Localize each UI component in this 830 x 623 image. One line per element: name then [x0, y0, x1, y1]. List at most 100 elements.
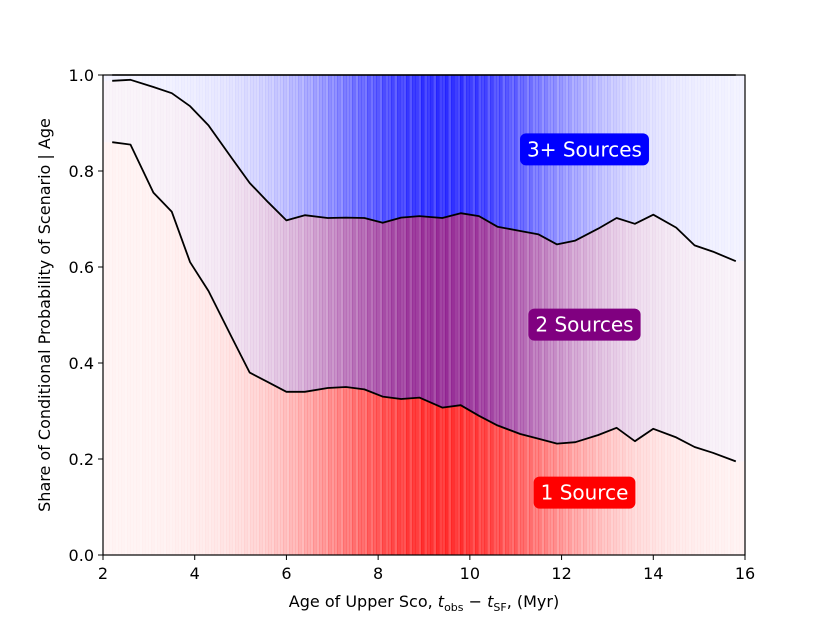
band-1-source-column	[700, 449, 704, 555]
band-2-sources-column	[304, 215, 308, 392]
band-1-source-column	[346, 387, 350, 555]
band-2-sources-column	[343, 217, 347, 388]
band-3-sources-column	[349, 75, 353, 218]
band-3-sources-column	[367, 75, 371, 220]
band-3-sources-column	[295, 75, 299, 218]
band-3-sources-column	[130, 75, 134, 81]
band-3-sources-column	[694, 75, 698, 246]
band-1-source-column	[676, 438, 680, 555]
band-2-sources-column	[433, 217, 437, 405]
band-1-source-column	[715, 454, 719, 555]
band-1-source-column	[502, 427, 506, 555]
band-1-source-column	[529, 436, 533, 555]
y-tick-label: 0.0	[69, 546, 94, 565]
band-2-sources-column	[112, 80, 116, 143]
band-3-sources-column	[268, 75, 272, 204]
band-3-sources-column	[484, 75, 488, 220]
band-1-source-column	[181, 241, 185, 555]
band-2-sources-column	[190, 107, 194, 265]
band-3-sources-column	[697, 75, 701, 247]
band-3-sources-column	[217, 75, 221, 140]
band-3-sources-column	[649, 75, 653, 217]
band-1-source-column	[682, 441, 686, 555]
band-3-sources-column	[322, 75, 326, 218]
band-2-sources-column	[145, 84, 149, 179]
band-2-sources-column	[226, 152, 230, 329]
band-3-sources-column	[424, 75, 428, 217]
band-1-source-column	[154, 194, 158, 555]
band-3-sources-column	[727, 75, 731, 259]
band-1-source-column	[247, 370, 251, 555]
band-2-sources-column	[526, 232, 530, 436]
band-2-sources-column	[703, 248, 707, 451]
band-3-sources-column	[700, 75, 704, 248]
band-3-sources-column	[109, 75, 112, 81]
y-tick-label: 0.4	[69, 354, 94, 373]
band-2-sources-column	[250, 184, 254, 374]
band-2-sources-column	[379, 222, 383, 396]
band-1-source-column	[673, 436, 677, 555]
band-3-sources-column	[430, 75, 434, 218]
band-3-sources-column	[151, 75, 155, 87]
band-1-source-column	[403, 398, 407, 555]
band-1-source-column	[289, 391, 293, 555]
band-3-sources-column	[682, 75, 686, 235]
band-3-sources-column	[358, 75, 362, 218]
band-2-sources-column	[445, 216, 449, 408]
band-2-sources-column	[325, 217, 329, 389]
boundary-line-2	[112, 78, 737, 263]
band-2-sources-column	[550, 241, 554, 443]
band-1-source-column	[430, 402, 434, 555]
band-3-sources-column	[691, 75, 695, 244]
band-2-sources-column	[511, 229, 515, 432]
band-1-source-column	[451, 406, 455, 555]
band-2-sources-column	[367, 219, 371, 392]
band-1-source-column	[697, 448, 701, 555]
band-3-sources-column	[391, 75, 395, 221]
band-2-sources-column	[220, 143, 224, 317]
band-1-source-column	[394, 398, 398, 555]
band-2-sources-column	[361, 217, 365, 390]
band-3-sources-column	[277, 75, 281, 213]
band-2-sources-column	[736, 261, 740, 462]
band-1-source-column	[376, 394, 380, 555]
band-3-sources-column	[457, 75, 461, 214]
band-2-sources-column	[199, 117, 203, 279]
band-1-source-column	[415, 397, 419, 555]
band-3-sources-column	[307, 75, 311, 216]
band-3-sources-column	[466, 75, 470, 215]
band-3-sources-column	[325, 75, 329, 218]
band-3-sources-column	[679, 75, 683, 232]
band-3-sources-column	[517, 75, 521, 231]
band-1-source-column	[649, 430, 653, 555]
band-3-sources-column	[112, 75, 116, 81]
band-3-sources-column	[139, 75, 143, 83]
band-1-source-column	[298, 391, 302, 555]
band-3-sources-column	[169, 75, 173, 93]
band-2-sources-column	[241, 172, 245, 359]
band-3-sources-column	[421, 75, 425, 217]
band-3-sources-column	[223, 75, 227, 148]
band-1-source-column	[121, 143, 125, 556]
band-2-sources-column	[451, 215, 455, 407]
band-3-sources-column	[355, 75, 359, 218]
band-3-sources-column	[688, 75, 692, 241]
band-1-source-column	[115, 142, 119, 555]
band-2-sources-column	[676, 228, 680, 439]
band-3-sources-column	[271, 75, 275, 207]
band-1-source-column	[325, 388, 329, 555]
band-2-sources-column	[256, 191, 260, 377]
band-3-sources-column	[373, 75, 377, 221]
band-3-sources-column	[337, 75, 341, 218]
band-2-sources-column	[124, 80, 127, 144]
band-3-sources-column	[448, 75, 452, 217]
band-2-sources-column	[340, 217, 344, 388]
band-1-source-column	[379, 395, 383, 555]
band-1-source-column	[481, 417, 485, 555]
label-text: 3+ Sources	[527, 137, 642, 161]
band-2-sources-column	[313, 216, 317, 391]
band-3-sources-column	[187, 75, 191, 106]
band-3-sources-column	[184, 75, 188, 103]
band-2-sources-column	[721, 255, 725, 457]
band-1-source-column	[199, 278, 203, 555]
